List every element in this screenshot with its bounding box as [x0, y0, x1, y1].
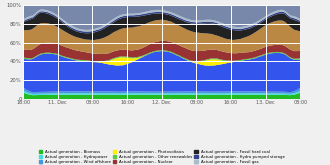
Legend: Actual generation - Biomass, Actual generation - Hydropower, Actual generation -: Actual generation - Biomass, Actual gene…	[39, 150, 285, 165]
